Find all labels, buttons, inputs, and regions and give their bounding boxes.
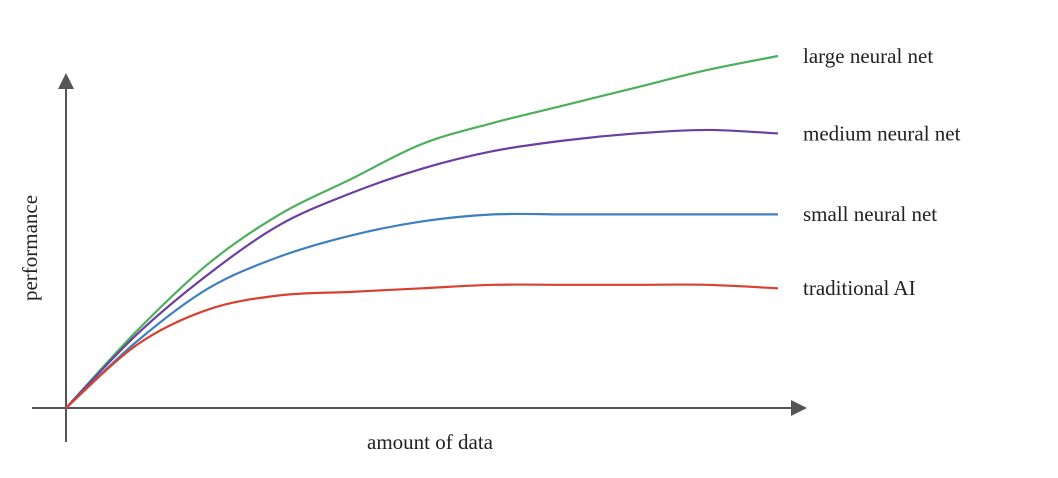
- series-label: small neural net: [803, 202, 937, 226]
- series-label: traditional AI: [803, 276, 916, 300]
- series-line: [65, 128, 779, 409]
- y-axis-label: performance: [18, 195, 42, 301]
- x-axis-arrow: [791, 400, 807, 416]
- series-line: [65, 212, 778, 409]
- series-label: medium neural net: [803, 121, 961, 145]
- series-line: [65, 283, 779, 409]
- series-line: [65, 54, 779, 409]
- y-axis-arrow: [58, 73, 74, 89]
- series-label: large neural net: [803, 44, 933, 68]
- x-axis-label: amount of data: [367, 430, 494, 454]
